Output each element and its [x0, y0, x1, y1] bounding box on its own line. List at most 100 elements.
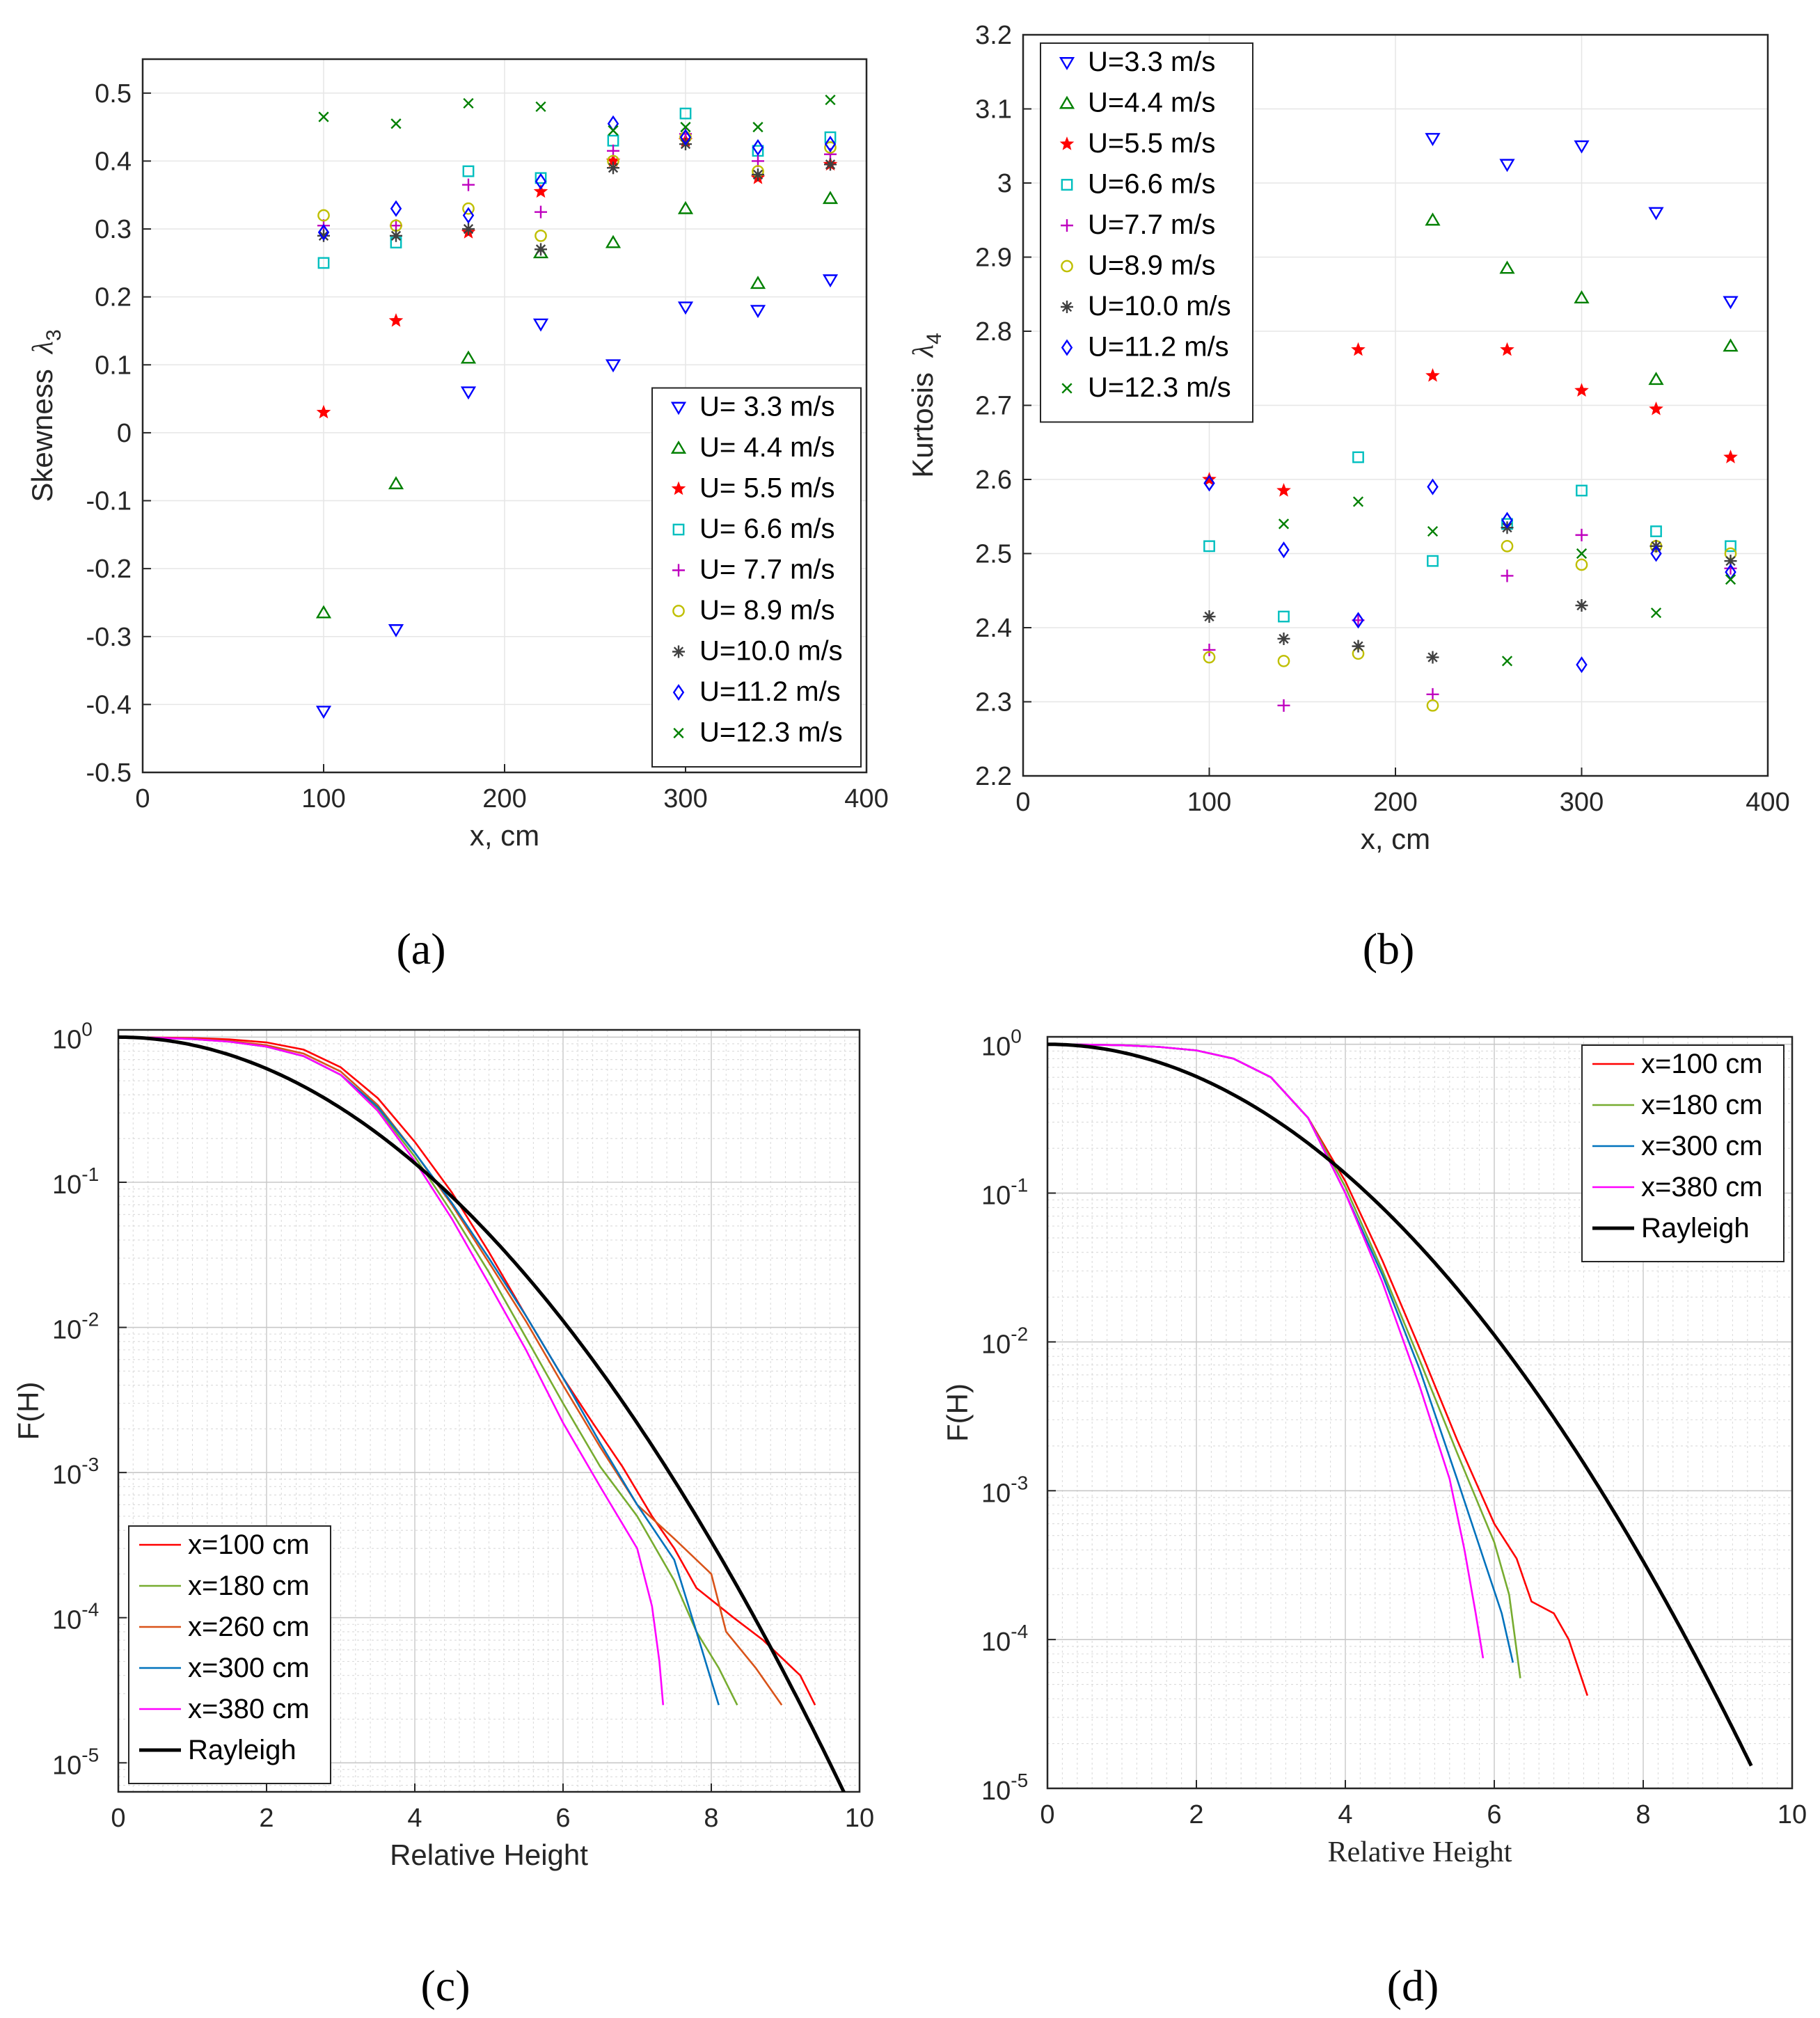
y-tick-label: 0.1: [95, 351, 132, 380]
data-point: [1725, 574, 1736, 585]
x-tick-label: 8: [704, 1804, 718, 1833]
panel-a: 0 100 200 300 400 -0.5 -0.4 -0.3 -0.2 -0.1 0 0.1 0.2…: [26, 58, 889, 974]
y-tick-base: 10: [52, 1316, 81, 1345]
y-axis-title-symbol: λ: [908, 344, 940, 358]
series-U11.2: [317, 115, 837, 241]
x-axis-title: x, cm: [1361, 823, 1430, 855]
data-point: [1203, 643, 1216, 656]
x-tick-label: 300: [1560, 788, 1604, 817]
legend-label: U= 4.4 m/s: [699, 432, 835, 463]
series-U12.3: [318, 94, 836, 136]
data-point: [390, 229, 402, 242]
y-tick-label: 10-4: [52, 1599, 99, 1635]
data-point: [1723, 296, 1739, 310]
panel-b: 0 100 200 300 400 2.2 2.3 2.4 2.5 2.6 2.7 2.8 2.9 3 3.…: [906, 21, 1790, 974]
x-axis-title: Relative Height: [390, 1838, 588, 1871]
y-tick-label: 3.2: [975, 21, 1012, 50]
data-point: [605, 235, 622, 248]
series-U10.0: [317, 138, 837, 256]
y-tick-label: -0.4: [86, 690, 132, 720]
data-point: [680, 122, 691, 133]
data-point: [1500, 342, 1514, 356]
y-tick-label: 3.1: [975, 95, 1012, 125]
y-tick-exponent: -5: [81, 1744, 99, 1765]
series-U5.5: [1202, 342, 1738, 497]
legend-box: [1040, 42, 1253, 423]
plot-frame: [117, 1028, 861, 1793]
x-tick-label: 2: [1189, 1800, 1203, 1829]
data-point: [316, 404, 331, 419]
y-tick-base: 10: [981, 1330, 1011, 1359]
data-point: [1501, 511, 1513, 529]
y-tick-exponent: -2: [1011, 1323, 1028, 1344]
data-point: [1576, 548, 1588, 559]
y-tick-base: 10: [52, 1751, 81, 1780]
y-tick-label: 10-5: [981, 1770, 1028, 1806]
data-point: [1650, 545, 1662, 562]
data-point: [1575, 558, 1588, 571]
data-point: [1277, 699, 1290, 712]
y-tick-label: 10-1: [52, 1163, 99, 1200]
legend-label: U=5.5 m/s: [1088, 128, 1215, 159]
series-U8.9: [1203, 539, 1737, 712]
y-tick-label: 2.6: [975, 466, 1012, 495]
legend-label: x=300 cm: [188, 1653, 310, 1683]
data-point: [317, 209, 330, 222]
x-tick-label: 4: [1338, 1800, 1352, 1829]
legend-marker: [670, 440, 687, 454]
data-point: [535, 173, 547, 190]
y-axis-title-subscript: 3: [42, 329, 65, 341]
y-tick-label: -0.3: [86, 623, 132, 652]
data-point: [1574, 140, 1590, 154]
y-tick-exponent: -1: [1011, 1175, 1028, 1196]
data-point: [1352, 451, 1364, 463]
y-tick-base: 10: [981, 1182, 1011, 1211]
data-point: [1203, 610, 1216, 623]
data-point: [1425, 368, 1440, 382]
data-point: [460, 386, 477, 400]
data-point: [1576, 656, 1588, 674]
legend-label: Rayleigh: [1641, 1213, 1750, 1244]
data-point: [1278, 610, 1290, 623]
y-tick-base: 10: [981, 1628, 1011, 1657]
y-tick-label: 10-3: [52, 1454, 99, 1490]
y-tick-label: 10-3: [981, 1472, 1028, 1508]
legend-label: U=3.3 m/s: [1088, 47, 1215, 77]
x-tick-label: 400: [1746, 788, 1789, 817]
legend-label: U= 7.7 m/s: [699, 555, 835, 585]
data-point: [822, 274, 839, 288]
x-axis-title: Relative Height: [1328, 1836, 1512, 1868]
legend-label: Rayleigh: [188, 1735, 296, 1765]
y-tick-label: 10-4: [981, 1621, 1028, 1657]
y-tick-label: 2.7: [975, 392, 1012, 421]
y-tick-base: 10: [52, 1025, 81, 1054]
y-axis-title-symbol: λ: [27, 341, 59, 355]
data-point: [463, 97, 474, 109]
legend-marker: [672, 645, 685, 658]
legend: U= 3.3 m/s U= 4.4 m/s U= 5.5 m/s U= 6.6 m/s…: [651, 387, 862, 768]
y-tick-label: 2.9: [975, 244, 1012, 273]
y-axis-title: F(H): [12, 1382, 45, 1440]
data-point: [752, 168, 764, 181]
y-tick-exponent: -4: [1011, 1621, 1028, 1642]
data-point: [1425, 212, 1441, 226]
x-tick-label: 6: [555, 1804, 570, 1833]
data-point: [605, 359, 622, 373]
data-point: [1650, 525, 1662, 537]
x-tick-label: 200: [1373, 788, 1417, 817]
series-line-rayleigh: [1047, 1042, 1753, 1767]
y-tick-label: 100: [981, 1026, 1022, 1062]
y-tick-exponent: -1: [81, 1163, 99, 1185]
legend-marker: [672, 564, 685, 577]
data-point: [1574, 290, 1590, 304]
legend-marker: [1061, 260, 1073, 273]
legend-label: U=11.2 m/s: [1088, 332, 1229, 363]
y-tick-label: -0.1: [86, 487, 132, 516]
y-tick-base: 10: [981, 1479, 1011, 1508]
y-tick-base: 10: [981, 1033, 1011, 1062]
data-point: [1724, 555, 1737, 568]
y-tick-label: 10-2: [52, 1309, 99, 1345]
x-tick-label: 6: [1487, 1800, 1501, 1829]
data-point: [1425, 133, 1441, 147]
